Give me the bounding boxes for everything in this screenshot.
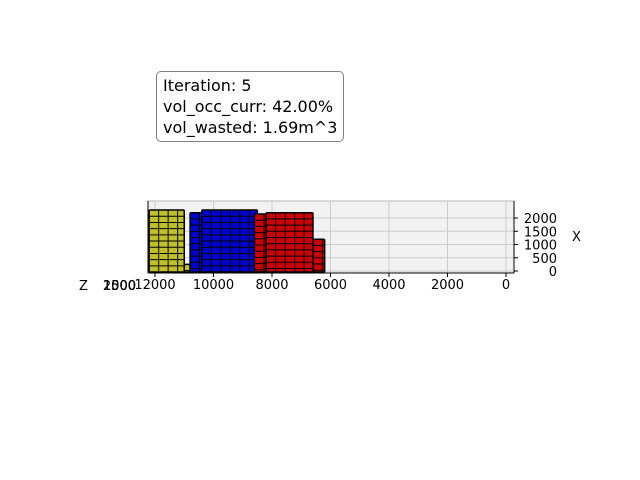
right-tick-label: 1500 — [524, 225, 557, 240]
iteration-label: Iteration: 5 — [163, 76, 252, 95]
vol-wasted-label: vol_wasted: 1.69m^3 — [163, 118, 338, 137]
axes-group: 12000 10000 8000 6000 4000 2000 00500100015002… — [79, 201, 581, 294]
z-tick-label: 1500 — [103, 279, 136, 294]
x-axis-label: X — [572, 230, 581, 245]
bar-stack — [201, 209, 259, 273]
z-tick-label: 500 — [111, 279, 136, 294]
horizontal-tick-label: 4000 — [372, 278, 405, 293]
horizontal-tick-label: 0 — [502, 278, 510, 293]
bars-group — [148, 209, 326, 273]
horizontal-tick-label: 12000 — [134, 278, 175, 293]
iteration-info-box: Iteration: 5 vol_occ_curr: 42.00% vol_wa… — [156, 71, 345, 142]
bar-stack — [189, 211, 203, 273]
bar-stack — [265, 211, 314, 273]
right-tick-label: 2000 — [524, 212, 557, 227]
horizontal-tick-label: 2000 — [431, 278, 464, 293]
z-tick-label: 1000 — [103, 279, 136, 294]
horizontal-tick-label: 8000 — [255, 278, 288, 293]
right-tick-label: 0 — [549, 265, 557, 280]
bar-stack — [148, 209, 185, 273]
bar-stack — [312, 238, 326, 273]
right-tick-label: 1000 — [524, 239, 557, 254]
vol-occ-label: vol_occ_curr: 42.00% — [163, 97, 334, 116]
horizontal-tick-label: 6000 — [314, 278, 347, 293]
z-tick-label: 0 — [128, 279, 136, 294]
bar — [265, 211, 314, 273]
right-tick-label: 500 — [532, 252, 557, 267]
bar-stack — [183, 263, 191, 273]
z-axis-label: Z — [79, 279, 88, 294]
bar-stack — [253, 213, 267, 273]
z-tick-label: 2000 — [103, 279, 136, 294]
horizontal-tick-label: 10000 — [193, 278, 234, 293]
